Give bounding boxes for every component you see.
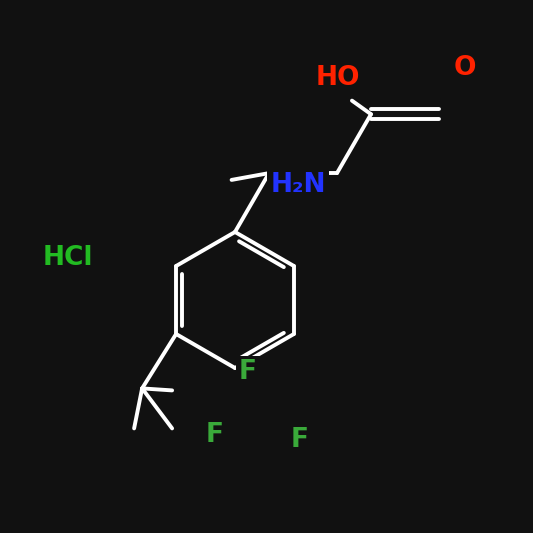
Text: H₂N: H₂N	[270, 172, 326, 198]
Text: HO: HO	[316, 65, 360, 91]
Text: O: O	[454, 55, 477, 81]
Text: F: F	[291, 427, 309, 453]
Text: HCl: HCl	[43, 245, 93, 271]
Text: F: F	[239, 359, 257, 385]
Text: F: F	[206, 422, 224, 448]
